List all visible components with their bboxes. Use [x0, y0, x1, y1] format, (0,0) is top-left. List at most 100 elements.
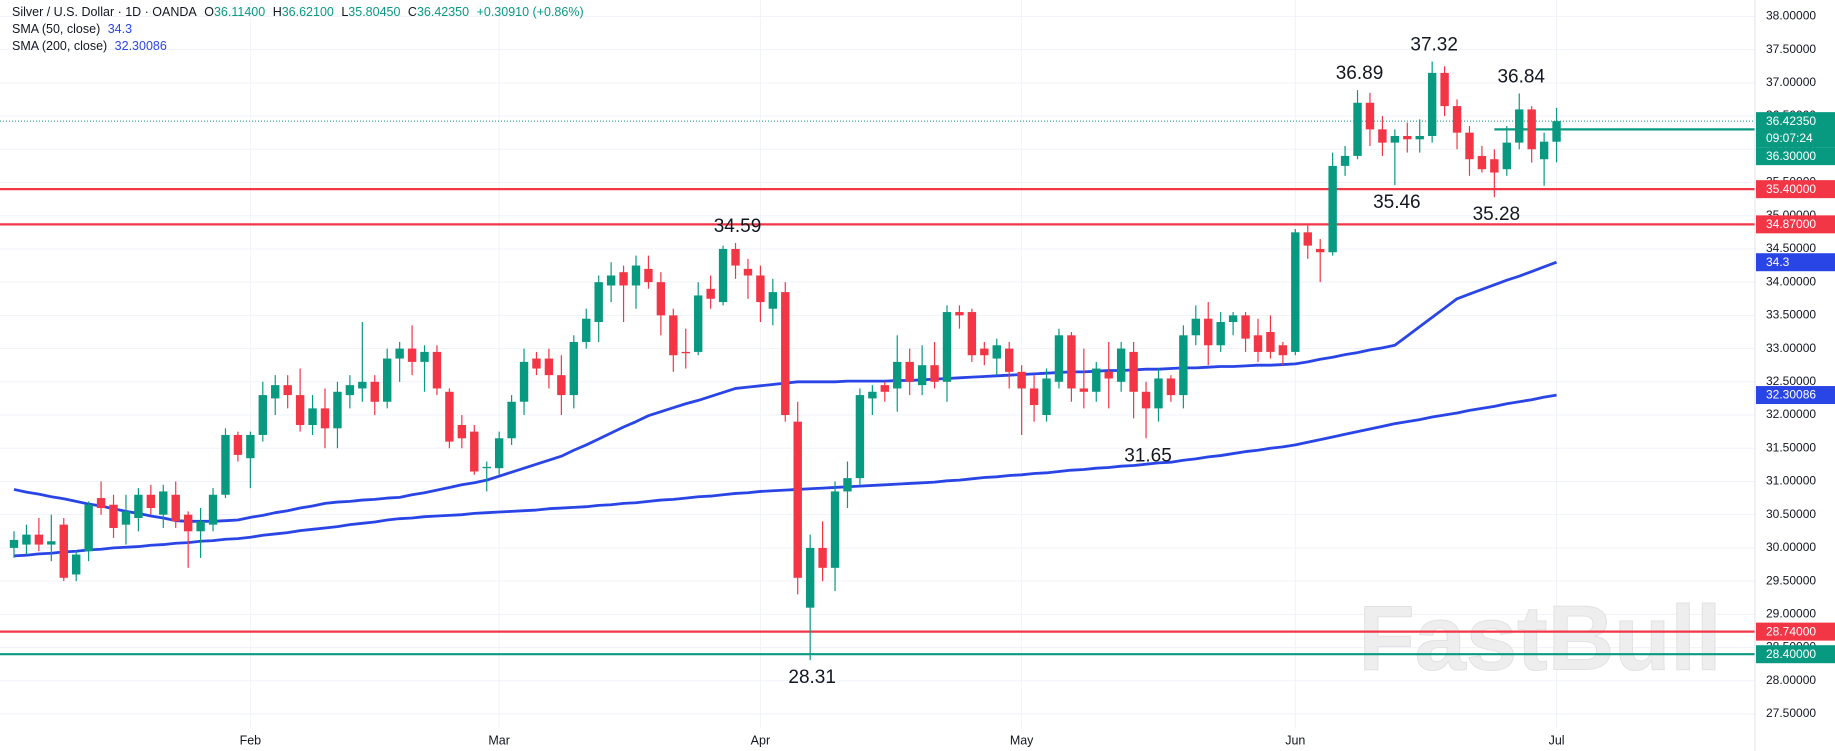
change: +0.30910 (+0.86%) — [476, 5, 584, 19]
y-tick-label: 32.00000 — [1766, 407, 1816, 421]
candle-body — [34, 534, 44, 545]
price-annotation: 34.59 — [714, 216, 762, 237]
candle-body — [1017, 371, 1026, 389]
time-axis-bg — [0, 728, 1755, 751]
candle-body — [905, 361, 914, 382]
candle-body — [1228, 315, 1238, 323]
axis-label-text: 34.87000 — [1766, 217, 1816, 231]
candle-body — [843, 478, 852, 492]
candle-body — [1042, 378, 1051, 416]
candle-body — [1054, 335, 1064, 382]
candle-body — [208, 494, 218, 525]
candle-body — [557, 375, 566, 396]
axis-label-text: 36.30000 — [1766, 149, 1816, 163]
candle-body — [134, 494, 143, 519]
candle-body — [383, 358, 392, 402]
axis-label-box — [1756, 645, 1835, 664]
candle-body — [830, 491, 840, 568]
x-tick-label: Apr — [751, 733, 770, 747]
candle-body — [644, 268, 653, 283]
axis-price-label: 32.30086 — [1756, 386, 1835, 405]
candle-body — [146, 494, 156, 509]
axis-label-text: 28.40000 — [1766, 647, 1816, 661]
candle-body — [731, 248, 740, 266]
candle-body — [1166, 378, 1176, 396]
candle-body — [494, 438, 504, 469]
candle-body — [992, 345, 1001, 359]
ohlc-key: C — [407, 5, 417, 19]
candle-body — [930, 365, 939, 382]
axis-label-box — [1756, 180, 1835, 199]
candle-body — [407, 348, 417, 362]
candle-body — [1552, 121, 1561, 142]
price-annotation: 37.32 — [1410, 35, 1458, 56]
candle-body — [1266, 331, 1275, 352]
price-annotation: 35.46 — [1373, 192, 1421, 213]
candle-body — [718, 248, 728, 303]
axis-label-box — [1756, 253, 1835, 272]
candle-body — [532, 358, 541, 369]
candle-body — [855, 395, 865, 479]
candle-body — [606, 275, 616, 286]
candle-body — [358, 381, 367, 389]
axis-price-label: 36.30000 — [1756, 147, 1835, 166]
candle-body — [72, 554, 81, 575]
candle-body — [1005, 348, 1014, 372]
candle-body — [768, 292, 778, 309]
axis-label-box — [1756, 215, 1835, 234]
x-tick-label: Jun — [1285, 733, 1305, 747]
candle-body — [445, 391, 454, 442]
candle-body — [420, 351, 429, 362]
candle-body — [917, 365, 927, 386]
candle-body — [1477, 155, 1487, 170]
axis-label-box — [1756, 386, 1835, 405]
candle-body — [631, 265, 641, 286]
candle-body — [1191, 318, 1200, 336]
candle-body — [258, 395, 267, 435]
y-tick-label: 32.50000 — [1766, 374, 1816, 388]
axis-price-label: 35.40000 — [1756, 180, 1835, 199]
candle-body — [470, 431, 479, 472]
candle-body — [1427, 72, 1437, 136]
axis-label-text: 28.74000 — [1766, 624, 1816, 638]
candle-body — [1079, 388, 1089, 392]
candle-body — [967, 312, 977, 356]
candle-body — [1141, 391, 1151, 409]
candle-body — [1278, 345, 1288, 356]
candle-body — [9, 539, 19, 548]
candle-body — [955, 312, 964, 316]
candle-body — [1440, 72, 1449, 107]
y-tick-label: 38.00000 — [1766, 9, 1816, 23]
y-tick-label: 31.50000 — [1766, 440, 1816, 454]
candle-body — [233, 434, 243, 455]
y-tick-label: 33.00000 — [1766, 341, 1816, 355]
candle-body — [1490, 159, 1499, 173]
candle-body — [669, 315, 678, 356]
sma-line — [13, 393, 1557, 558]
x-tick-label: Feb — [240, 733, 262, 747]
candle-body — [121, 511, 131, 525]
watermark: FastBull — [1359, 587, 1722, 689]
candle-body — [295, 395, 305, 425]
candle-body — [1452, 106, 1462, 133]
candle-body — [1365, 102, 1375, 130]
indicator-legend: SMA (200, close) 32.30086 — [12, 38, 588, 55]
candle-body — [1303, 232, 1312, 246]
candle-body — [457, 424, 467, 439]
y-tick-label: 30.00000 — [1766, 540, 1816, 554]
candle-body — [345, 385, 355, 396]
candle-body — [743, 268, 753, 276]
price-annotation: 31.65 — [1124, 445, 1172, 466]
candle-body — [432, 351, 442, 389]
candle-body — [868, 391, 877, 399]
candle-body — [694, 295, 703, 352]
price-annotation: 28.31 — [788, 667, 836, 688]
axis-label-box — [1756, 112, 1835, 148]
candle-body — [980, 348, 989, 356]
candle-body — [1241, 315, 1250, 339]
candle-body — [519, 361, 529, 402]
axis-label-text: 35.40000 — [1766, 182, 1816, 196]
x-tick-label: Mar — [488, 733, 510, 747]
